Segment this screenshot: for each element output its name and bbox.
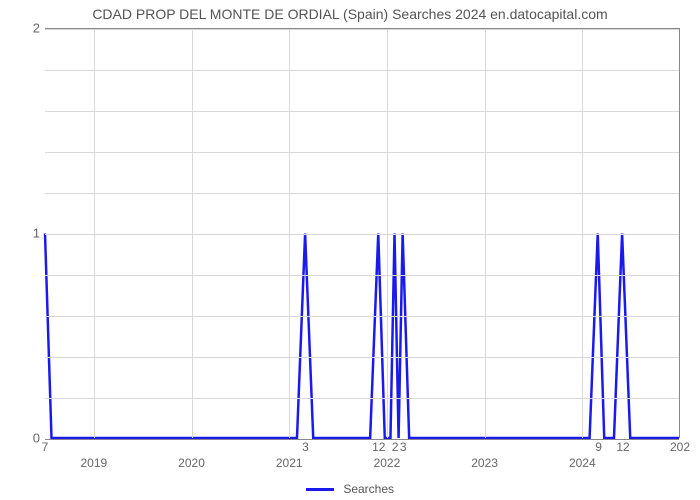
legend-swatch [306, 488, 334, 491]
chart-container: CDAD PROP DEL MONTE DE ORDIAL (Spain) Se… [0, 0, 700, 500]
xtick-month-label: 12 [616, 440, 629, 454]
legend: Searches [0, 482, 700, 496]
gridline-vertical [485, 29, 486, 438]
xtick-year-label: 2024 [569, 456, 596, 470]
gridline-vertical [94, 29, 95, 438]
gridline-horizontal-minor [45, 193, 679, 194]
gridline-vertical [192, 29, 193, 438]
xtick-year-label: 2021 [276, 456, 303, 470]
gridline-horizontal-minor [45, 70, 679, 71]
chart-title: CDAD PROP DEL MONTE DE ORDIAL (Spain) Se… [0, 6, 700, 22]
xtick-month-label: 202 [670, 440, 690, 454]
legend-label: Searches [343, 482, 394, 496]
gridline-horizontal-minor [45, 357, 679, 358]
series-line [45, 234, 679, 439]
xtick-year-label: 2020 [178, 456, 205, 470]
xtick-month-label: 3 [400, 440, 407, 454]
gridline-vertical [387, 29, 388, 438]
xtick-year-label: 2022 [374, 456, 401, 470]
gridline-horizontal-minor [45, 111, 679, 112]
x-axis-line [45, 439, 679, 440]
xtick-year-label: 2019 [80, 456, 107, 470]
gridline-vertical [289, 29, 290, 438]
gridline-horizontal-minor [45, 316, 679, 317]
ytick-label: 0 [20, 431, 40, 446]
ytick-label: 2 [20, 21, 40, 36]
plot-area [45, 28, 680, 438]
gridline-horizontal-minor [45, 398, 679, 399]
gridline-horizontal [45, 234, 679, 235]
xtick-month-label: 2 [392, 440, 399, 454]
gridline-horizontal-minor [45, 152, 679, 153]
xtick-month-label: 3 [302, 440, 309, 454]
gridline-vertical [582, 29, 583, 438]
xtick-month-label: 12 [372, 440, 385, 454]
xtick-month-label: 7 [42, 440, 49, 454]
ytick-label: 1 [20, 226, 40, 241]
xtick-month-label: 9 [595, 440, 602, 454]
gridline-horizontal-minor [45, 275, 679, 276]
gridline-horizontal [45, 29, 679, 30]
xtick-year-label: 2023 [471, 456, 498, 470]
